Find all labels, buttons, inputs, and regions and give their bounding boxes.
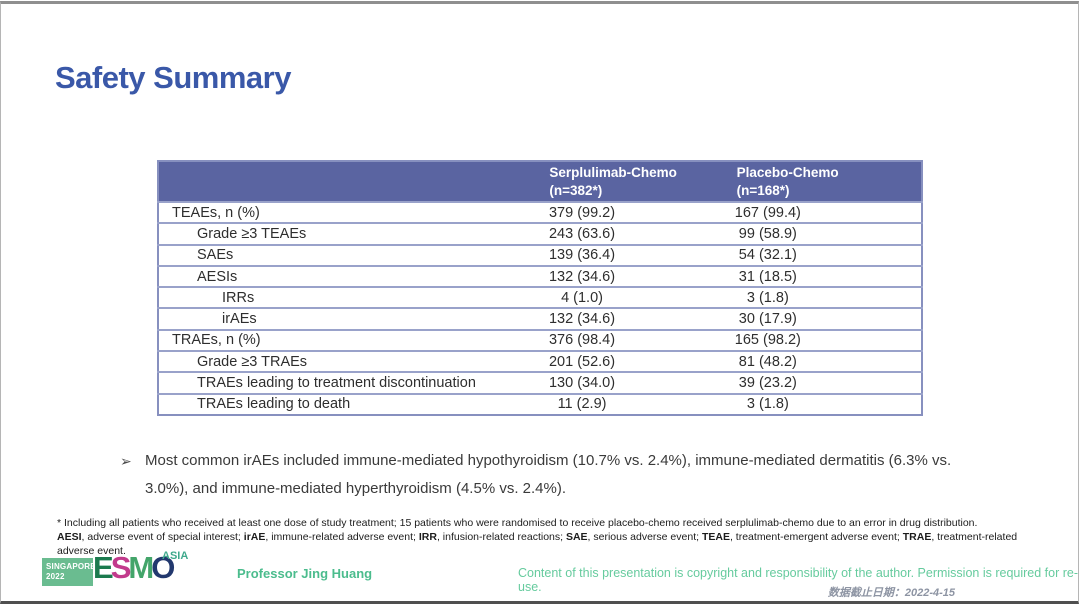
row-value-placebo: 3 (1.8) [708,392,922,415]
row-value-placebo: 39 (23.2) [708,371,922,394]
esmo-asia-label: ASIA [162,550,189,562]
safety-table: Serplulimab-Chemo (n=382*) Placebo-Chemo… [157,160,923,416]
table-row: AESIs 132 (34.6) 31 (18.5) [158,264,922,288]
row-label: Grade ≥3 TRAEs [158,350,522,373]
row-value-placebo: 54 (32.1) [708,243,922,266]
row-value-placebo: 165 (98.2) [708,328,922,352]
header-cell-empty [158,161,522,202]
esmo-letter: M [128,550,154,585]
row-value-placebo: 30 (17.9) [708,307,922,330]
row-value-placebo: 3 (1.8) [708,286,922,309]
row-value-serplulimab: 130 (34.0) [521,371,709,394]
row-label: IRRs [158,286,522,309]
esmo-singapore-2022-badge: SINGAPORE 2022 [42,558,96,586]
safety-table-body: TEAEs, n (%) 379 (99.2) 167 (99.4) Grade… [158,200,922,415]
data-cutoff-date: 数据截止日期：2022-4-15 [827,587,955,599]
row-label: TRAEs leading to death [158,392,522,415]
row-value-serplulimab: 11 (2.9) [521,392,709,415]
table-row: irAEs 132 (34.6) 30 (17.9) [158,307,922,330]
footnotes: * Including all patients who received at… [57,516,1047,558]
row-label: Grade ≥3 TEAEs [158,222,522,245]
table-row: IRRs 4 (1.0) 3 (1.8) [158,286,922,309]
row-value-placebo: 167 (99.4) [708,200,922,224]
row-value-placebo: 81 (48.2) [708,350,922,373]
table-row: TEAEs, n (%) 379 (99.2) 167 (99.4) [158,200,922,224]
table-row: Grade ≥3 TEAEs 243 (63.6) 99 (58.9) [158,222,922,245]
footnote-asterisk: * Including all patients who received at… [57,517,978,529]
header-cell-serplulimab: Serplulimab-Chemo (n=382*) [521,161,709,202]
bullet-text: Most common irAEs included immune-mediat… [145,452,952,497]
table-row: TRAEs, n (%) 376 (98.4) 165 (98.2) [158,328,922,352]
table-row: TRAEs leading to death 11 (2.9) 3 (1.8) [158,392,922,415]
esmo-letter: S [110,550,132,585]
esmo-logo: ESMO [93,550,175,585]
row-value-serplulimab: 132 (34.6) [521,307,709,330]
row-label: irAEs [158,307,522,330]
footnote-abbreviations: AESI, adverse event of special interest;… [57,531,1018,557]
copyright-notice: Content of this presentation is copyrigh… [518,566,1079,594]
header-placebo-line2: (n=168*) [736,182,790,198]
row-value-placebo: 31 (18.5) [708,264,922,288]
badge-line2: 2022 [46,571,65,581]
table-row: SAEs 139 (36.4) 54 (32.1) [158,243,922,266]
header-serplulimab-line1: Serplulimab-Chemo [549,164,677,180]
safety-table-header: Serplulimab-Chemo (n=382*) Placebo-Chemo… [158,161,922,202]
header-serplulimab-line2: (n=382*) [549,182,603,198]
header-row: Serplulimab-Chemo (n=382*) Placebo-Chemo… [158,161,922,202]
key-finding-bullet: ➢ Most common irAEs included immune-medi… [120,447,995,503]
row-value-serplulimab: 4 (1.0) [521,286,709,309]
presenter-name: Professor Jing Huang [237,566,373,581]
row-value-serplulimab: 379 (99.2) [521,200,709,224]
esmo-letter: O [151,550,175,585]
table-row: Grade ≥3 TRAEs 201 (52.6) 81 (48.2) [158,350,922,373]
row-value-serplulimab: 201 (52.6) [521,350,709,373]
row-value-serplulimab: 139 (36.4) [521,243,709,266]
table-row: TRAEs leading to treatment discontinuati… [158,371,922,394]
row-label: TRAEs, n (%) [158,328,522,352]
row-value-serplulimab: 243 (63.6) [521,222,709,245]
row-value-serplulimab: 376 (98.4) [521,328,709,352]
badge-line1: SINGAPORE [46,562,96,571]
esmo-letter: E [93,550,114,585]
row-label: TEAEs, n (%) [158,200,522,224]
header-placebo-line1: Placebo-Chemo [736,164,839,180]
row-value-serplulimab: 132 (34.6) [521,264,709,288]
bullet-arrow-icon: ➢ [120,453,132,469]
page-title: Safety Summary [55,60,291,95]
row-value-placebo: 99 (58.9) [708,222,922,245]
row-label: AESIs [158,264,522,288]
header-cell-placebo: Placebo-Chemo (n=168*) [708,161,922,202]
row-label: SAEs [158,243,522,266]
row-label: TRAEs leading to treatment discontinuati… [158,371,522,394]
